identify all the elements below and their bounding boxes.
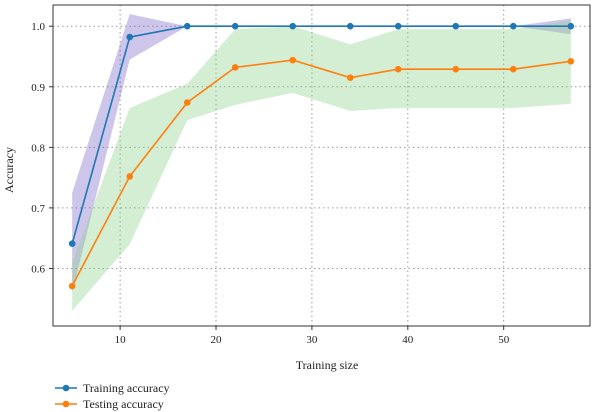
training-accuracy-point [567, 22, 575, 30]
legend-marker [62, 384, 70, 392]
y-tick-label: 1.0 [31, 21, 45, 33]
y-tick-label: 0.6 [31, 263, 45, 275]
tick-labels: 10 20 30 40 50 0.6 0.7 0.8 0.9 1.0 [31, 21, 509, 346]
x-tick-label: 30 [306, 334, 318, 346]
testing-accuracy-point [509, 65, 517, 73]
training-accuracy-point [231, 22, 239, 30]
testing-accuracy-point [126, 173, 134, 180]
y-tick-label: 0.9 [31, 82, 45, 94]
training-accuracy-point [126, 33, 134, 41]
legend-item-training: Training accuracy [55, 381, 170, 395]
training-accuracy-point [346, 22, 354, 30]
testing-accuracy-point [183, 99, 191, 106]
x-tick-label: 10 [115, 334, 127, 346]
testing-accuracy-point [567, 58, 575, 65]
legend: Training accuracy Testing accuracy [55, 381, 170, 411]
training-accuracy-point [452, 22, 460, 30]
training-accuracy-point [509, 22, 517, 30]
legend-item-testing: Testing accuracy [55, 397, 164, 411]
x-axis-label: Training size [296, 358, 359, 372]
axes [49, 4, 591, 330]
testing-accuracy-line [71, 59, 571, 287]
testing-accuracy-point [231, 64, 239, 71]
y-tick-label: 0.8 [31, 142, 45, 154]
y-axis-label: Accuracy [2, 147, 16, 193]
series [68, 22, 575, 290]
legend-marker [62, 400, 70, 408]
confidence-bands [72, 14, 571, 311]
legend-label: Testing accuracy [83, 397, 164, 411]
x-tick-label: 40 [402, 334, 414, 346]
training-accuracy-point [68, 240, 76, 247]
testing-accuracy-point [452, 65, 460, 73]
testing-confidence-band [72, 20, 571, 311]
testing-accuracy-point [68, 282, 76, 290]
legend-label: Training accuracy [83, 381, 170, 395]
y-tick-label: 0.7 [31, 203, 45, 215]
plot-frame [52, 4, 591, 327]
testing-accuracy-point [289, 56, 297, 64]
x-tick-label: 50 [498, 334, 510, 346]
testing-accuracy-point [346, 74, 354, 81]
testing-accuracy-point [394, 65, 402, 73]
training-accuracy-point [289, 22, 297, 30]
training-confidence-band [72, 14, 571, 293]
training-accuracy-line [71, 25, 571, 244]
x-tick-label: 20 [211, 334, 223, 346]
training-accuracy-point [394, 22, 402, 30]
training-accuracy-point [183, 22, 191, 30]
